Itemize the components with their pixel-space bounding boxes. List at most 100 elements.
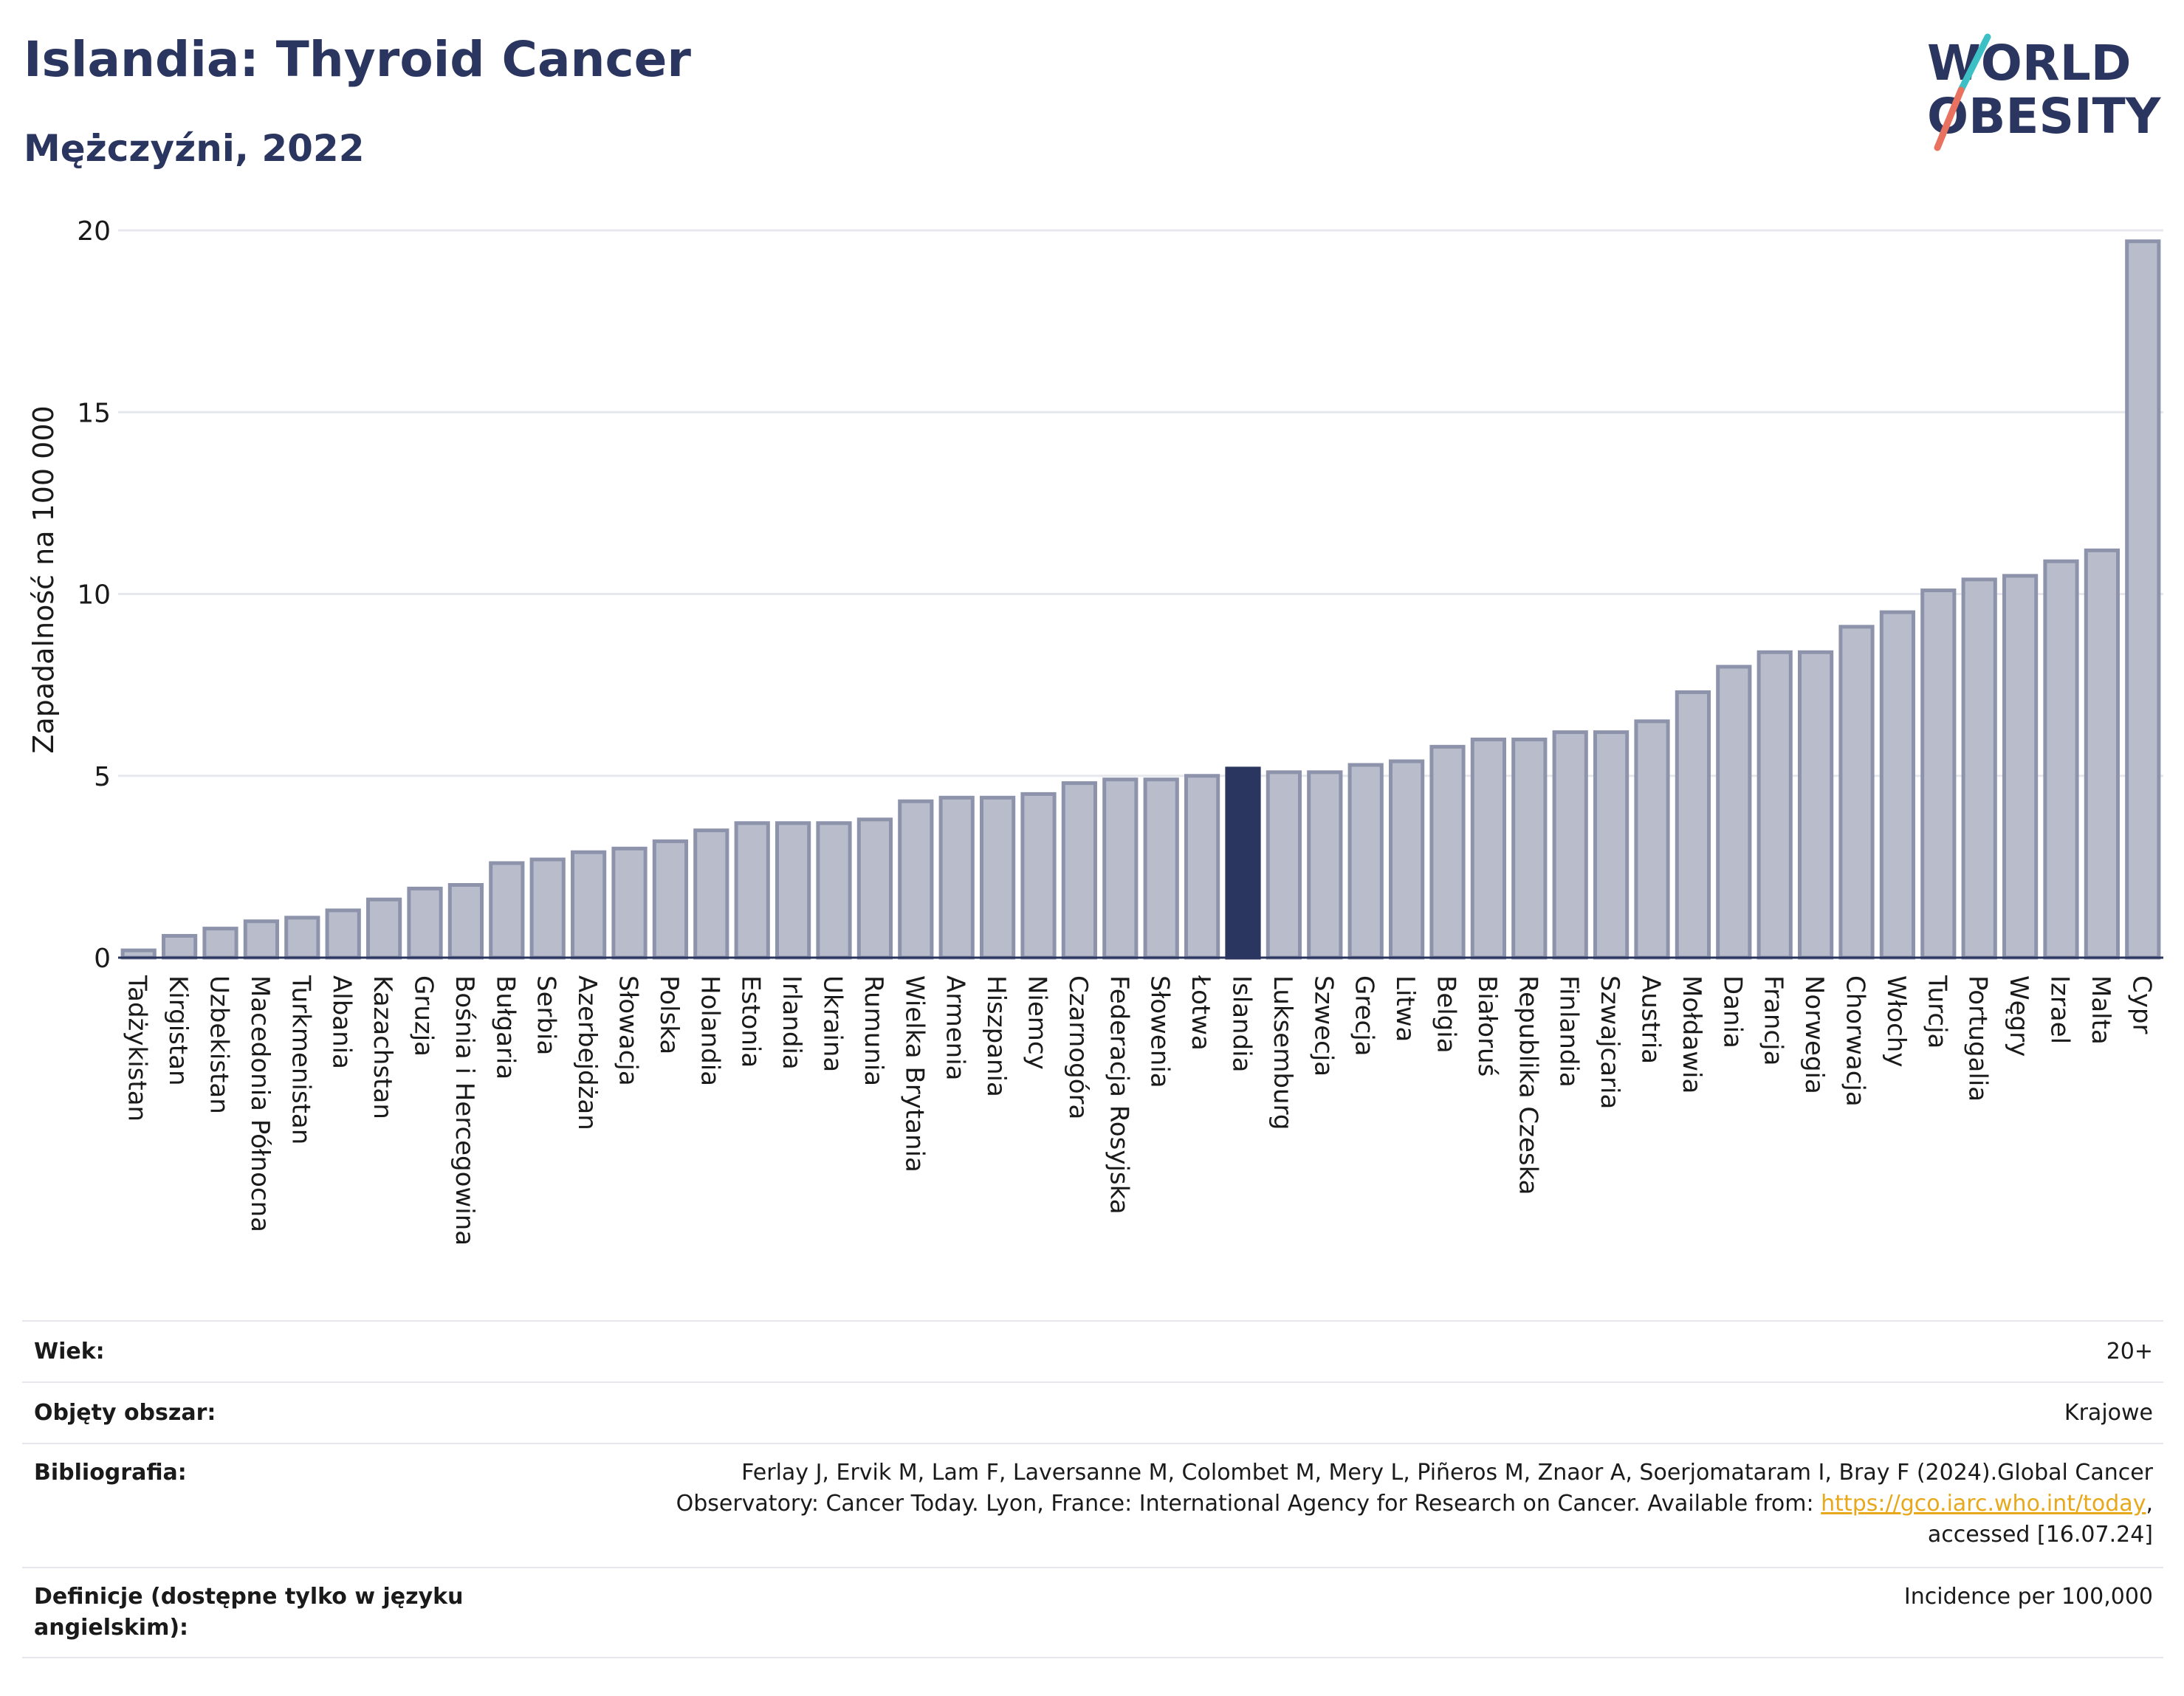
x-tick-label: Słowacja [614, 975, 643, 1086]
info-row-bibliography: Bibliografia: Ferlay J, Ervik M, Lam F, … [22, 1443, 2163, 1567]
x-tick-label: Wielka Brytania [899, 975, 929, 1173]
x-tick-label: Estonia [736, 975, 766, 1068]
x-tick-label: Armenia [941, 975, 970, 1081]
bar-kirgistan [161, 933, 198, 960]
chart-title: Islandia: Thyroid Cancer [24, 31, 691, 88]
x-tick-label: Azerbejdżan [572, 975, 602, 1130]
x-tick-label: Republika Czeska [1513, 975, 1542, 1195]
bar-austria [1634, 719, 1670, 960]
x-tick-label: Francja [1759, 975, 1788, 1065]
info-row-area: Objęty obszar: Krajowe [22, 1381, 2163, 1443]
info-label-area: Objęty obszar: [34, 1400, 216, 1426]
x-tick-label: Albania [327, 975, 357, 1069]
x-tick-label: Kazachstan [368, 975, 397, 1119]
x-tick-label: Malta [2086, 975, 2115, 1045]
x-tick-label: Łotwa [1186, 975, 1215, 1051]
info-value-age: 20+ [2106, 1339, 2153, 1364]
x-tick-label: Bułgaria [490, 975, 520, 1079]
logo-slash-bottom [1934, 86, 1965, 151]
bar-łotwa [1184, 774, 1220, 960]
x-tick-label: Węgry [2004, 975, 2033, 1057]
x-tick-label: Portugalia [1963, 975, 1993, 1102]
x-tick-label: Szwajcaria [1595, 975, 1624, 1109]
info-value-area: Krajowe [2064, 1400, 2153, 1426]
x-tick-label: Bośnia i Hercegowina [450, 975, 479, 1246]
x-tick-label: Turkmenistan [286, 975, 315, 1144]
y-tick-label: 10 [77, 580, 111, 611]
bibliography-line-1: Ferlay J, Ervik M, Lam F, Laversanne M, … [741, 1460, 2153, 1486]
x-tick-label: Mołdawia [1677, 975, 1706, 1094]
bar-ukraina [816, 821, 852, 960]
x-tick-label: Norwegia [1799, 975, 1829, 1094]
info-value-definitions: Incidence per 100,000 [1903, 1584, 2153, 1610]
bar-litwa [1388, 759, 1425, 960]
x-tick-label: Ukraina [818, 975, 848, 1072]
info-table: Wiek: 20+ Objęty obszar: Krajowe Bibliog… [22, 1320, 2163, 1658]
x-tick-label: Macedonia Północna [245, 975, 275, 1232]
x-tick-label: Grecja [1350, 975, 1379, 1056]
bibliography-line-3: accessed [16.07.24] [1927, 1522, 2153, 1548]
info-row-age: Wiek: 20+ [22, 1320, 2163, 1381]
bar-norwegia [1797, 650, 1834, 960]
y-tick-label: 20 [77, 216, 111, 247]
bar-chart: 0 5 10 15 20 Tadżykistan Kirgistan Uzbekistan M… [27, 216, 2163, 1246]
x-tick-label: Polska [654, 975, 684, 1054]
bar-dania [1716, 665, 1752, 960]
y-tick-label: 15 [77, 398, 111, 428]
x-tick-label: Islandia [1227, 975, 1257, 1072]
bar-szwecja [1307, 770, 1343, 960]
bar-słowacja [611, 846, 648, 960]
bar-armenia [938, 795, 975, 960]
x-tick-label: Federacja Rosyjska [1104, 975, 1133, 1215]
x-tick-label: Czarnogóra [1063, 975, 1093, 1119]
bibliography-line-2-text: Observatory: Cancer Today. Lyon, France:… [676, 1491, 1821, 1517]
bar-bułgaria [489, 861, 525, 960]
bar-węgry [2002, 574, 2039, 960]
info-value-bibliography: Ferlay J, Ervik M, Lam F, Laversanne M, … [676, 1458, 2163, 1551]
x-tick-label: Niemcy [1023, 975, 1052, 1070]
x-tick-label: Luksemburg [1268, 975, 1297, 1130]
y-tick-label: 5 [94, 762, 111, 792]
bar-turcja [1920, 588, 1957, 960]
x-tick-label: Austria [1636, 975, 1666, 1064]
bar-kazachstan [365, 897, 402, 960]
bar-mołdawia [1675, 690, 1711, 960]
x-tick-label: Chorwacja [1841, 975, 1870, 1107]
bibliography-link[interactable]: https://gco.iarc.who.int/today [1821, 1491, 2146, 1517]
bar-białoruś [1470, 738, 1507, 960]
bar-luksemburg [1266, 770, 1302, 960]
logo-text-obesity: OBESITY [1927, 88, 2162, 145]
bar-cypr [2125, 239, 2161, 960]
bar-gruzja [407, 886, 443, 960]
bar-islandia [1225, 766, 1261, 960]
bar-holandia [693, 828, 729, 960]
bar-macedonia-północna [243, 919, 280, 960]
x-tick-label: Serbia [532, 975, 561, 1055]
chart-subtitle: Mężczyźni, 2022 [24, 127, 365, 170]
x-axis-labels: Tadżykistan Kirgistan Uzbekistan Macedonia … [123, 975, 2157, 1246]
x-tick-label: Cypr [2126, 975, 2156, 1034]
y-tick-label: 0 [94, 944, 111, 974]
info-label-age: Wiek: [34, 1339, 105, 1364]
x-tick-label: Hiszpania [981, 975, 1011, 1097]
x-tick-label: Białoruś [1472, 975, 1502, 1077]
bar-finlandia [1552, 730, 1588, 960]
logo-text-world: WORLD [1927, 35, 2132, 92]
bar-irlandia [775, 821, 811, 960]
x-tick-label: Litwa [1390, 975, 1420, 1042]
bars [120, 239, 2161, 960]
bibliography-line-2: Observatory: Cancer Today. Lyon, France:… [676, 1489, 2153, 1520]
info-label-bibliography: Bibliografia: [34, 1460, 187, 1486]
bar-rumunia [856, 817, 893, 960]
x-tick-label: Kirgistan [163, 975, 193, 1086]
bar-uzbekistan [202, 927, 238, 960]
x-tick-label: Dania [1717, 975, 1747, 1048]
x-tick-label: Słowenia [1145, 975, 1175, 1088]
bar-albania [325, 908, 361, 960]
bar-izrael [2043, 559, 2079, 960]
y-axis-label: Zapadalność na 100 000 [27, 405, 60, 753]
bar-portugalia [1961, 577, 1997, 960]
x-tick-label: Szwecja [1308, 975, 1338, 1077]
bar-polska [652, 839, 689, 960]
bar-grecja [1347, 763, 1384, 960]
